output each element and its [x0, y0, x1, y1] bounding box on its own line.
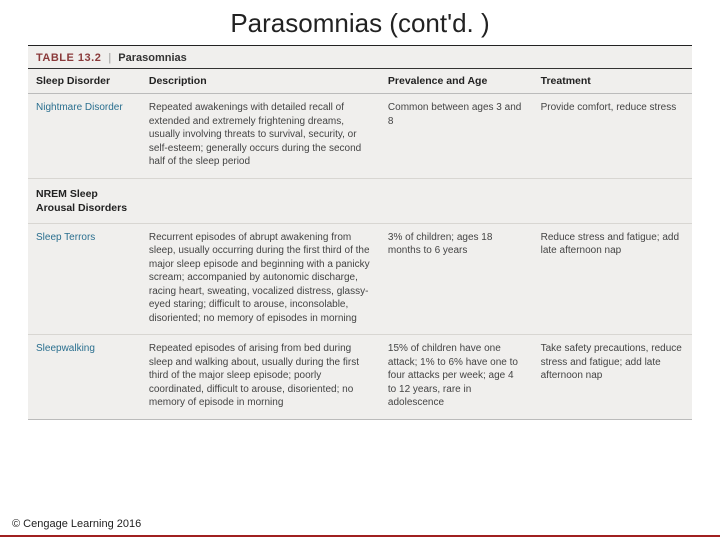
cell-disorder: Sleep Terrors — [28, 223, 141, 335]
cell-treatment: Take safety precautions, reduce stress a… — [533, 335, 692, 420]
cell-prevalence: 3% of children; ages 18 months to 6 year… — [380, 223, 533, 335]
page-title: Parasomnias (cont'd. ) — [0, 8, 720, 39]
table-row: Nightmare Disorder Repeated awakenings w… — [28, 94, 692, 179]
cell-subheading: NREM Sleep Arousal Disorders — [28, 178, 141, 223]
cell-description: Repeated awakenings with detailed recall… — [141, 94, 380, 179]
cell-treatment: Reduce stress and fatigue; add late afte… — [533, 223, 692, 335]
table-number: TABLE 13.2 — [36, 52, 101, 64]
caption-separator: | — [104, 52, 115, 64]
cell-treatment — [533, 178, 692, 223]
cell-prevalence: Common between ages 3 and 8 — [380, 94, 533, 179]
col-header-treatment: Treatment — [533, 69, 692, 94]
table-row: Sleep Terrors Recurrent episodes of abru… — [28, 223, 692, 335]
title-area: Parasomnias (cont'd. ) — [0, 0, 720, 45]
parasomnias-table: Sleep Disorder Description Prevalence an… — [28, 68, 692, 420]
table-name: Parasomnias — [118, 52, 186, 64]
slide-container: Parasomnias (cont'd. ) TABLE 13.2 | Para… — [0, 0, 720, 540]
cell-description: Repeated episodes of arising from bed du… — [141, 335, 380, 420]
table-row: Sleepwalking Repeated episodes of arisin… — [28, 335, 692, 420]
col-header-description: Description — [141, 69, 380, 94]
copyright-text: © Cengage Learning 2016 — [12, 518, 141, 530]
cell-disorder: Nightmare Disorder — [28, 94, 141, 179]
cell-prevalence — [380, 178, 533, 223]
col-header-disorder: Sleep Disorder — [28, 69, 141, 94]
table-row: NREM Sleep Arousal Disorders — [28, 178, 692, 223]
cell-treatment: Provide comfort, reduce stress — [533, 94, 692, 179]
cell-description — [141, 178, 380, 223]
cell-description: Recurrent episodes of abrupt awakening f… — [141, 223, 380, 335]
cell-disorder: Sleepwalking — [28, 335, 141, 420]
decorative-underline — [0, 535, 720, 537]
table-header-row: Sleep Disorder Description Prevalence an… — [28, 69, 692, 94]
col-header-prevalence: Prevalence and Age — [380, 69, 533, 94]
table-container: TABLE 13.2 | Parasomnias Sleep Disorder … — [28, 45, 692, 420]
table-caption: TABLE 13.2 | Parasomnias — [28, 46, 692, 68]
cell-prevalence: 15% of children have one attack; 1% to 6… — [380, 335, 533, 420]
